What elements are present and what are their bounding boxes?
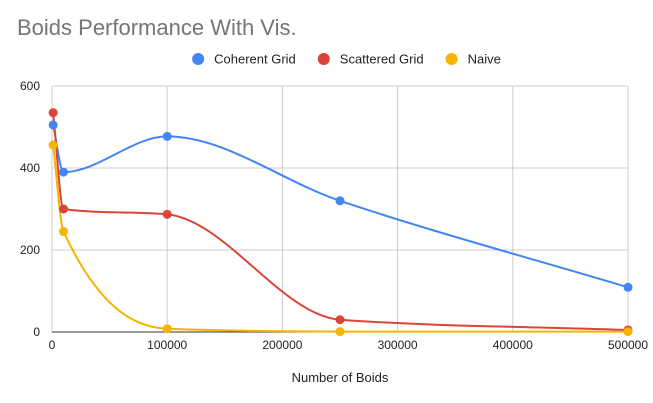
scattered-grid-point — [162, 209, 172, 219]
naive-point — [48, 140, 58, 150]
coherent-grid-line — [52, 124, 629, 289]
y-tick-label: 400 — [20, 161, 40, 175]
x-tick-label: 0 — [49, 338, 56, 352]
series-points — [48, 108, 633, 337]
x-tick-label: 300000 — [378, 338, 418, 352]
legend-item: Coherent Grid — [192, 52, 296, 67]
gridlines — [51, 85, 629, 332]
series-lines — [52, 112, 629, 333]
x-tick-label: 200000 — [262, 338, 302, 352]
x-axis-ticks: 0 100000 200000 300000 400000 500000 — [49, 338, 649, 352]
y-axis-ticks: 0 200 400 600 — [20, 79, 40, 339]
naive-point — [623, 327, 633, 337]
scattered-grid-point — [48, 108, 58, 118]
x-tick-label: 400000 — [493, 338, 533, 352]
x-tick-label: 500000 — [608, 338, 648, 352]
x-tick-label: 100000 — [147, 338, 187, 352]
naive-point — [335, 327, 345, 337]
coherent-grid-point — [335, 196, 345, 206]
legend-swatch — [445, 53, 458, 65]
chart-title: Boids Performance With Vis. — [17, 15, 297, 40]
naive-line — [52, 144, 628, 333]
legend-label: Naive — [468, 52, 501, 67]
coherent-grid-point — [59, 167, 69, 177]
coherent-grid-point — [162, 131, 172, 141]
y-tick-label: 600 — [20, 79, 40, 93]
legend-swatch — [192, 53, 205, 65]
legend-item: Naive — [445, 52, 501, 67]
coherent-grid-point — [623, 282, 633, 292]
naive-point — [59, 227, 69, 237]
y-tick-label: 200 — [20, 243, 40, 257]
x-axis-label: Number of Boids — [292, 370, 389, 385]
naive-point — [162, 324, 172, 334]
legend-item: Scattered Grid — [317, 52, 424, 67]
scattered-grid-point — [335, 315, 345, 325]
legend: Coherent Grid Scattered Grid Naive — [192, 52, 501, 67]
scattered-grid-line — [52, 112, 629, 331]
coherent-grid-point — [48, 120, 58, 130]
y-tick-label: 0 — [33, 325, 40, 339]
legend-label: Scattered Grid — [340, 52, 424, 67]
legend-swatch — [317, 53, 330, 65]
legend-label: Coherent Grid — [214, 52, 296, 67]
scattered-grid-point — [59, 204, 69, 214]
